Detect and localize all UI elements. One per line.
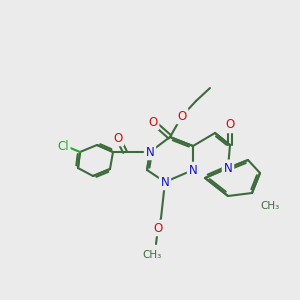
Text: N: N — [224, 161, 232, 175]
Text: N: N — [189, 164, 197, 176]
Text: O: O — [148, 116, 158, 128]
Text: O: O — [113, 131, 123, 145]
Text: Cl: Cl — [57, 140, 69, 154]
Text: CH₃: CH₃ — [260, 201, 279, 211]
Text: N: N — [224, 161, 232, 175]
Text: CH₃: CH₃ — [142, 250, 162, 260]
Text: N: N — [146, 146, 154, 158]
Text: O: O — [225, 118, 235, 131]
Text: O: O — [177, 110, 187, 122]
Text: N: N — [160, 176, 169, 188]
Text: O: O — [153, 221, 163, 235]
